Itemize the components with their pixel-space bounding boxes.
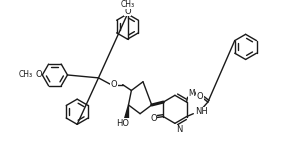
Text: O: O: [111, 80, 117, 89]
Text: Me: Me: [188, 89, 200, 98]
Text: CH₃: CH₃: [19, 70, 33, 80]
Text: O: O: [150, 114, 157, 123]
Text: NH: NH: [195, 107, 208, 116]
Text: O: O: [124, 7, 131, 16]
Text: N: N: [176, 125, 182, 134]
Text: CH₃: CH₃: [120, 0, 135, 9]
Text: O: O: [197, 92, 203, 101]
Text: O: O: [35, 70, 42, 80]
Text: HO: HO: [116, 119, 129, 128]
Polygon shape: [125, 105, 128, 118]
